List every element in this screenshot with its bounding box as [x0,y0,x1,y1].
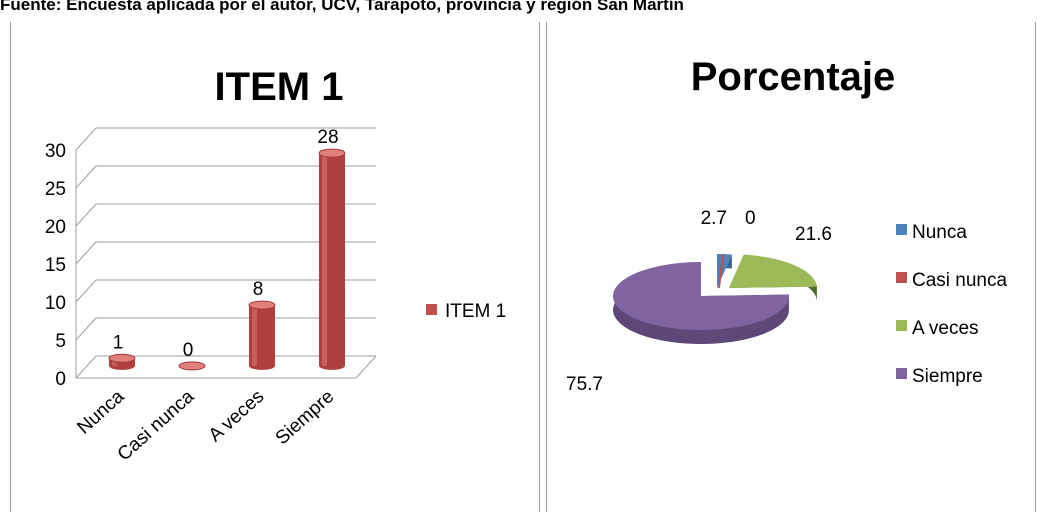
pie-chart: Porcentaje 2.7 0 21.6 75.7 Nunca Casi nunca A… [566,55,1007,395]
bar-chart-title: ITEM 1 [215,65,344,109]
bar-y-axis: 0 5 10 15 20 25 30 [45,141,66,390]
x-tick-label: Casi nunca [114,386,199,466]
pie-legend-label: A veces [912,318,979,339]
bar-highlight [322,153,327,366]
y-tick-label: 25 [45,179,66,200]
pie-data-labels: 2.7 0 21.6 75.7 [566,208,832,395]
pie-legend-item: Siempre [896,366,983,387]
pie-data-label: 0 [745,208,756,229]
grid-side-line [75,203,97,227]
pie-legend-swatch [896,368,907,379]
bar-highlight [252,305,257,366]
y-tick-label: 0 [55,369,66,390]
slice-casi-nunca [718,253,724,289]
y-tick-label: 10 [45,293,66,314]
pie-legend-item: Nunca [896,222,967,243]
grid-side-line [75,241,97,265]
slice-top [718,253,724,289]
bar-top [318,148,346,158]
pie-legend-label: Siempre [912,366,983,387]
bar-top [248,300,276,310]
y-tick-label: 5 [55,331,66,352]
slice-top [729,254,817,288]
bar-highlight [112,358,117,366]
pie-legend-swatch [896,320,907,331]
bar-chart-panel: ITEM 1 0 5 10 15 20 25 30 1 0 8 28 Nunca Casi nunc… [10,22,540,512]
y-tick-label: 20 [45,217,66,238]
y-tick-label: 15 [45,255,66,276]
bar-legend-swatch [426,304,437,315]
pie-data-label: 21.6 [795,224,832,245]
pie-legend-label: Casi nunca [912,270,1007,291]
slice-a-veces [729,254,817,301]
grid-side-line [75,165,97,189]
y-tick-label: 30 [45,141,66,162]
slice-top [613,262,789,330]
bar-data-label: 28 [317,127,338,148]
source-caption: Fuente: Encuesta aplicada por el autor, … [0,0,684,14]
slice-siempre [613,262,789,344]
pie-legend-swatch [896,272,907,283]
pie-data-label: 75.7 [566,374,603,395]
pie-chart-title: Porcentaje [691,55,896,99]
bar-nunca: 1 [108,332,136,370]
pie-legend-label: Nunca [912,222,967,243]
grid-side-line [75,279,97,303]
bar-a-veces: 8 [248,279,276,370]
bar-legend: ITEM 1 [426,301,506,322]
grid-side-line [75,127,97,151]
bar-data-label: 0 [183,340,194,361]
floor-edge-line [355,355,377,379]
x-tick-label: A veces [205,386,269,446]
pie-legend-item: Casi nunca [896,270,1007,291]
grid-side-line [75,355,97,379]
pie-chart-panel: Porcentaje 2.7 0 21.6 75.7 Nunca Casi nunca A… [546,22,1036,512]
bar-casi-nunca: 0 [178,340,206,371]
pie-legend-swatch [896,224,907,235]
bar-data-label: 1 [113,332,124,353]
pie-data-label: 2.7 [701,208,727,229]
bar-legend-label: ITEM 1 [445,301,506,322]
pie-slices [613,253,817,344]
x-tick-label: Siempre [272,386,339,449]
bar-series: 1 0 8 28 [108,127,346,371]
pie-legend-item: A veces [896,318,979,339]
x-tick-label: Nunca [73,386,128,439]
bar-top [108,353,136,363]
bar-top [178,361,206,371]
grid-side-line [75,317,97,341]
bar-siempre: 28 [317,127,346,370]
bar-data-label: 8 [253,279,264,300]
pie-legend: Nunca Casi nunca A veces Siempre [896,222,1007,387]
